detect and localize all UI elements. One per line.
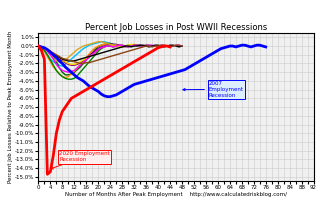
Text: 2007
Employment
Recession: 2007 Employment Recession (183, 81, 244, 98)
Y-axis label: Percent Job Losses Relative to Peak Employment Month: Percent Job Losses Relative to Peak Empl… (8, 31, 13, 183)
Text: 2020 Employment
Recession: 2020 Employment Recession (51, 151, 110, 169)
Title: Percent Job Losses in Post WWII Recessions: Percent Job Losses in Post WWII Recessio… (85, 23, 267, 32)
X-axis label: Number of Months After Peak Employment    http://www.calculatedriskblog.com/: Number of Months After Peak Employment h… (65, 192, 287, 197)
